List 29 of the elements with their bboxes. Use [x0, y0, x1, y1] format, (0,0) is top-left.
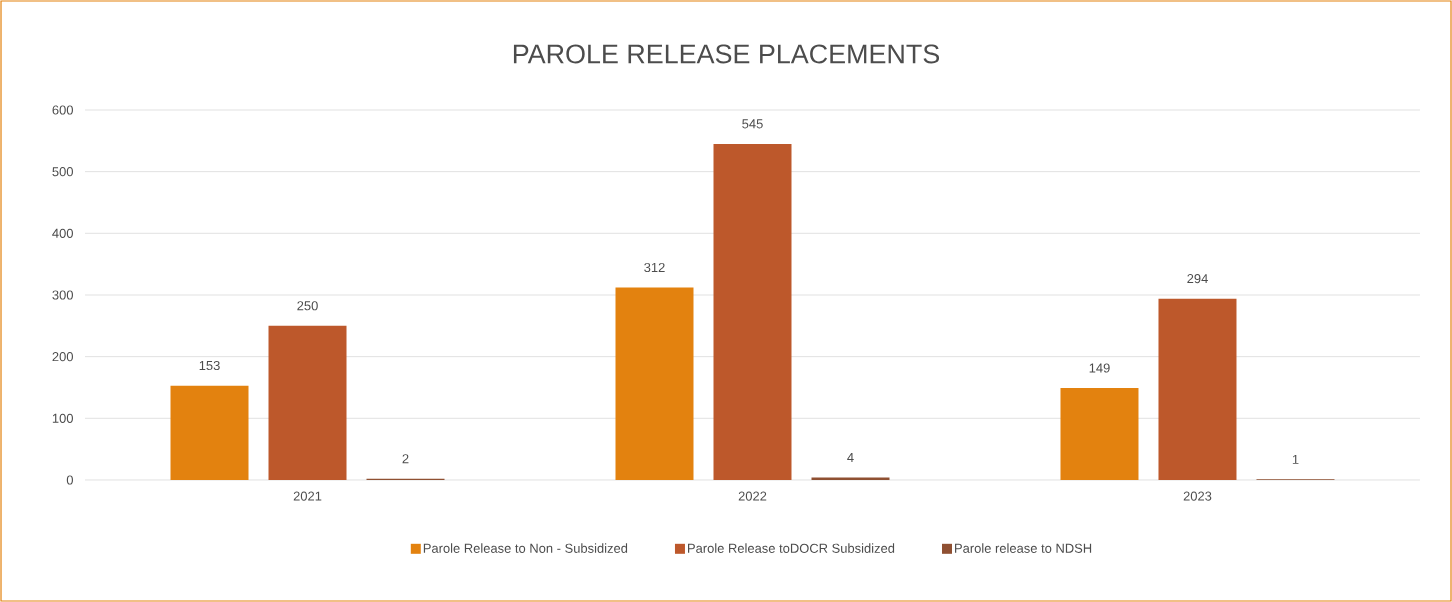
y-tick-label: 500: [52, 167, 73, 177]
data-label: 2: [402, 454, 409, 464]
data-label: 149: [1089, 363, 1110, 373]
bar: [268, 325, 347, 480]
x-tick-label: 2022: [738, 491, 767, 501]
data-label: 250: [297, 301, 318, 311]
data-label: 153: [199, 360, 220, 371]
y-tick-label: 600: [52, 105, 73, 115]
bar: [1158, 298, 1237, 480]
data-label: 1: [1292, 454, 1299, 464]
data-label: 545: [742, 119, 763, 129]
y-tick-label: 300: [52, 290, 73, 300]
legend-label: Parole release to NDSH: [955, 543, 1092, 553]
bar: [170, 385, 249, 480]
bar: [1060, 388, 1139, 480]
data-label: 294: [1187, 273, 1208, 284]
x-tick-label: 2023: [1183, 491, 1212, 501]
bar: [713, 143, 792, 480]
y-tick-label: 200: [52, 352, 73, 362]
data-label: 312: [644, 262, 665, 273]
data-label: 4: [847, 453, 854, 462]
legend-label: Parole Release to Non - Subsidized: [423, 543, 628, 553]
bar: [615, 287, 694, 480]
y-tick-label: 100: [52, 413, 73, 423]
x-tick-label: 2021: [293, 491, 322, 501]
y-tick-label: 0: [66, 475, 73, 485]
legend-label: Parole Release toDOCR Subsidized: [688, 543, 895, 553]
chart-title: PAROLE RELEASE PLACEMENTS: [513, 44, 940, 64]
y-tick-label: 400: [52, 228, 73, 238]
